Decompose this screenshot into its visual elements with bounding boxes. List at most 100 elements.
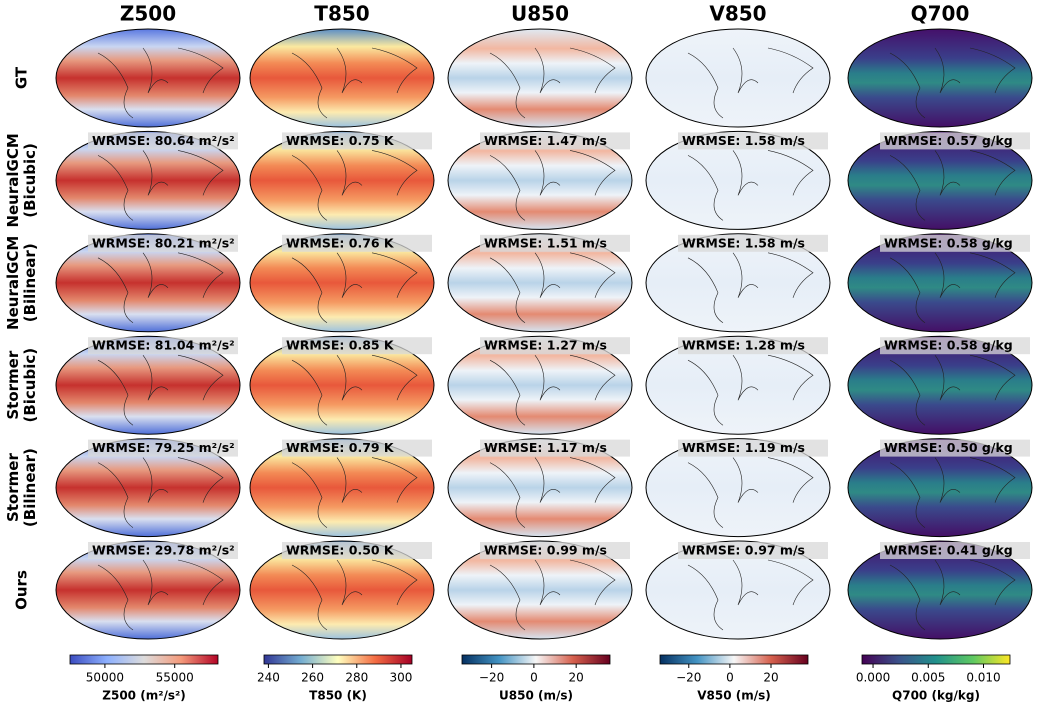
wrmse-box — [880, 132, 1030, 150]
wrmse-label: WRMSE: 0.99 m/s — [484, 543, 607, 558]
map-panel — [847, 438, 1033, 538]
row-label-line: Ours — [13, 570, 31, 610]
coastline — [687, 252, 814, 324]
map-panel — [55, 130, 241, 230]
wrmse-box — [678, 234, 828, 252]
map-panel — [447, 28, 633, 128]
row-label-line: Stormer — [4, 453, 22, 522]
wrmse-label: WRMSE: 1.58 m/s — [682, 235, 805, 250]
map-panel — [249, 130, 435, 230]
wrmse-box — [282, 439, 432, 457]
wrmse-label: WRMSE: 1.51 m/s — [484, 235, 607, 250]
column-title: V850 — [709, 2, 766, 26]
wrmse-label: WRMSE: 79.25 m²/s² — [92, 440, 235, 455]
map-panel — [55, 28, 241, 128]
coastline — [889, 354, 1016, 426]
coastline — [97, 354, 224, 426]
wrmse-box — [880, 542, 1030, 559]
colorbar-tick-label: 0.000 — [856, 671, 890, 685]
coastline — [687, 457, 814, 528]
row-label-line: (Bilinear) — [21, 243, 39, 322]
colorbar-tick-label: −20 — [479, 671, 504, 685]
wrmse-box — [480, 337, 630, 355]
coastline — [489, 457, 616, 528]
coastline — [291, 354, 418, 426]
coastline — [291, 252, 418, 324]
map-panel — [847, 28, 1033, 128]
column-title: U850 — [511, 2, 569, 26]
wrmse-box — [880, 234, 1030, 252]
row-label-line: (Bicubic) — [21, 348, 39, 423]
coastline — [687, 354, 814, 426]
colorbar-tick-label: 280 — [345, 671, 368, 685]
wrmse-label: WRMSE: 0.76 K — [286, 235, 395, 250]
wrmse-label: WRMSE: 0.41 g/kg — [884, 543, 1013, 558]
wrmse-label: WRMSE: 0.75 K — [286, 133, 395, 148]
map-panel — [847, 335, 1033, 435]
coastline — [489, 354, 616, 426]
row-label: Ours — [13, 570, 31, 610]
map-panel — [249, 335, 435, 435]
map-panel — [645, 335, 831, 435]
coastline — [291, 47, 418, 119]
coastline — [489, 47, 616, 119]
map-panel — [249, 28, 435, 128]
wrmse-box — [480, 542, 630, 559]
wrmse-box — [282, 542, 432, 559]
coastline — [687, 47, 814, 119]
wrmse-label: WRMSE: 0.58 g/kg — [884, 338, 1013, 353]
wrmse-label: WRMSE: 1.27 m/s — [484, 338, 607, 353]
wrmse-box — [282, 132, 432, 150]
map-panel — [645, 28, 831, 128]
row-label: NeuralGCM (Bilinear) — [4, 236, 39, 330]
map-panel — [249, 438, 435, 538]
wrmse-box — [282, 337, 432, 355]
colorbar-tick-label: 300 — [390, 671, 413, 685]
colorbar-tick-label: 240 — [257, 671, 280, 685]
wrmse-label: WRMSE: 80.64 m²/s² — [92, 133, 235, 148]
row-label-line: GT — [13, 66, 31, 89]
row-label-line: NeuralGCM — [4, 236, 22, 330]
row-label-line: (Bicubic) — [21, 143, 39, 218]
coastline — [489, 252, 616, 324]
map-panel — [645, 438, 831, 538]
map-panel — [847, 233, 1033, 333]
wrmse-box — [480, 132, 630, 150]
wrmse-box — [88, 439, 238, 457]
map-panel — [55, 335, 241, 435]
coastline — [97, 559, 224, 631]
row-label: Stormer (Bicubic) — [4, 348, 39, 423]
colorbar — [861, 654, 1011, 665]
colorbar-tick-label: 0 — [726, 671, 734, 685]
coastline — [489, 150, 616, 221]
wrmse-box — [480, 234, 630, 252]
coastline — [291, 150, 418, 221]
wrmse-box — [678, 132, 828, 150]
wrmse-label: WRMSE: 81.04 m²/s² — [92, 338, 235, 353]
wrmse-label: WRMSE: 0.50 g/kg — [884, 440, 1013, 455]
wrmse-label: WRMSE: 0.58 g/kg — [884, 235, 1013, 250]
coastline — [489, 559, 616, 631]
map-panel — [55, 438, 241, 538]
wrmse-box — [88, 542, 238, 559]
colorbar-tick-label: 0.010 — [966, 671, 1000, 685]
wrmse-label: WRMSE: 1.17 m/s — [484, 440, 607, 455]
coastline — [97, 47, 224, 119]
coastline — [97, 150, 224, 221]
colorbar — [69, 654, 219, 665]
map-panel — [447, 335, 633, 435]
wrmse-label: WRMSE: 0.97 m/s — [682, 543, 805, 558]
map-panel — [447, 130, 633, 230]
colorbar-tick-label: 0 — [530, 671, 538, 685]
map-panel — [847, 540, 1033, 640]
wrmse-box — [88, 132, 238, 150]
column-title: Q700 — [911, 2, 970, 26]
colorbar-tick-label: 55000 — [156, 671, 194, 685]
wrmse-box — [88, 234, 238, 252]
wrmse-label: WRMSE: 1.58 m/s — [682, 133, 805, 148]
wrmse-label: WRMSE: 0.79 K — [286, 440, 395, 455]
colorbar-label: V850 (m/s) — [697, 689, 771, 703]
column-title: T850 — [314, 2, 369, 26]
row-label: NeuralGCM (Bicubic) — [4, 133, 39, 227]
